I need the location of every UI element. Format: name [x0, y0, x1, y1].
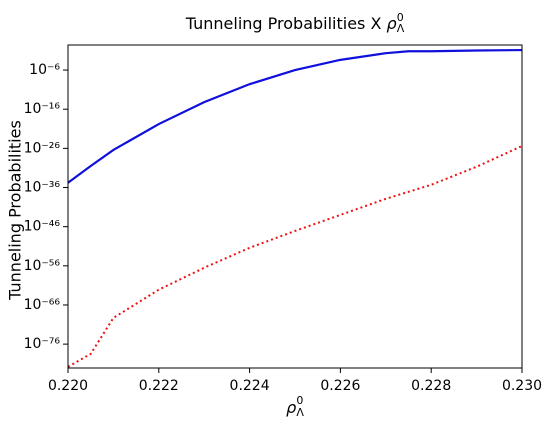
- y-tick-label: 10⁻⁴⁶: [24, 219, 61, 235]
- x-symbol: ρ: [286, 398, 296, 417]
- y-tick-label: 10⁻¹⁶: [24, 101, 61, 117]
- series-line: [67, 145, 523, 368]
- title-text: Tunneling Probabilities X: [185, 14, 382, 33]
- x-symbol-sup: 0: [296, 394, 303, 407]
- y-tick-label: 10⁻³⁶: [24, 180, 61, 196]
- y-tick-label: 10⁻⁶: [29, 62, 60, 78]
- x-tick-label: 0.224: [230, 378, 270, 394]
- x-tick-label: 0.228: [411, 378, 451, 394]
- x-axis-label: ρ0 Λ: [286, 394, 304, 419]
- title-symbol-sub: Λ: [397, 22, 405, 35]
- x-tick-label: 0.222: [139, 378, 179, 394]
- chart-title: Tunneling Probabilities X ρ0 Λ: [185, 11, 405, 35]
- y-axis-label: Tunneling Probabilities: [6, 120, 25, 301]
- y-tick-label: 10⁻⁵⁶: [24, 258, 61, 274]
- series-line: [67, 48, 523, 184]
- x-tick-label: 0.220: [48, 378, 88, 394]
- x-symbol-sub: Λ: [296, 406, 304, 419]
- y-tick-label: 10⁻²⁶: [24, 140, 61, 156]
- title-symbol: ρ: [387, 14, 397, 33]
- y-tick-label: 10⁻⁶⁶: [24, 297, 61, 313]
- title-symbol-sup: 0: [397, 11, 404, 24]
- y-tick-label: 10⁻⁷⁶: [24, 336, 61, 352]
- plot-frame: [67, 44, 523, 369]
- x-tick-label: 0.226: [320, 378, 360, 394]
- x-tick-label: 0.230: [502, 378, 542, 394]
